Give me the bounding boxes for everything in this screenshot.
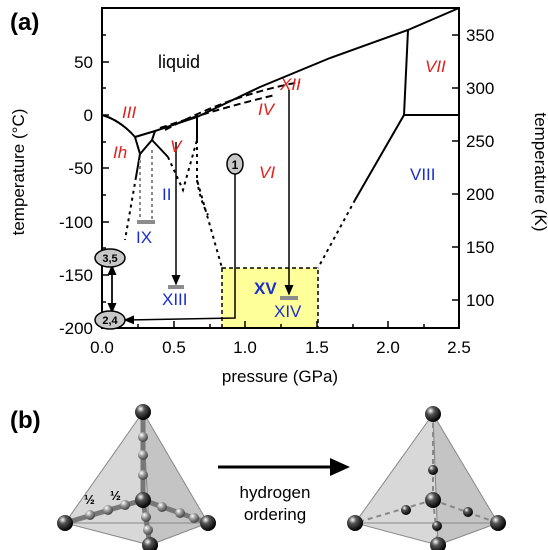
ix-dotted-lines xyxy=(139,150,153,222)
marker-1: 1 xyxy=(226,153,244,175)
right-tick-350: 350 xyxy=(466,26,494,45)
right-y-ticks xyxy=(452,34,459,301)
phase-xiii: XIII xyxy=(162,290,188,309)
half-label-1: ½ xyxy=(84,492,95,507)
phase-boundaries-dashed xyxy=(159,81,301,131)
right-tick-150: 150 xyxy=(466,238,494,257)
x-tick-0: 0.0 xyxy=(90,338,114,357)
panel-b-label: (b) xyxy=(10,407,41,434)
left-tick-m100: -100 xyxy=(59,213,93,232)
left-tick-m150: -150 xyxy=(59,266,93,285)
transformation-arrows xyxy=(107,90,294,325)
left-y-ticks xyxy=(102,34,109,329)
right-tick-300: 300 xyxy=(466,79,494,98)
left-tick-m50: -50 xyxy=(68,159,93,178)
arrow-text-ordering: ordering xyxy=(244,505,306,524)
marker-1-label: 1 xyxy=(232,158,239,172)
ordered-phase-bars xyxy=(137,220,298,300)
phase-iii: III xyxy=(122,103,136,122)
left-tick-50: 50 xyxy=(74,53,93,72)
right-tick-250: 250 xyxy=(466,132,494,151)
phase-ix: IX xyxy=(136,228,152,247)
phase-boundaries-dotted xyxy=(124,139,356,269)
half-label-2: ½ xyxy=(110,488,121,503)
marker-2-4-label: 2,4 xyxy=(102,315,118,327)
phase-xii: XII xyxy=(279,75,301,94)
phase-xiv: XIV xyxy=(274,302,302,321)
left-tick-m200: -200 xyxy=(59,319,93,338)
tetrahedron-disordered: ½ ½ xyxy=(57,404,216,550)
phase-v: V xyxy=(170,137,183,156)
right-tick-200: 200 xyxy=(466,185,494,204)
panel-a-label: (a) xyxy=(10,9,39,36)
left-y-axis-title: temperature (°C) xyxy=(9,109,28,236)
phase-ii: II xyxy=(162,185,171,204)
x-tick-20: 2.0 xyxy=(376,338,400,357)
phase-vi: VI xyxy=(259,163,275,182)
x-tick-05: 0.5 xyxy=(162,338,186,357)
ordering-arrow xyxy=(218,458,350,476)
phase-xv: XV xyxy=(254,279,277,298)
phase-liquid: liquid xyxy=(158,52,200,72)
right-tick-100: 100 xyxy=(466,291,494,310)
arrow-text-hydrogen: hydrogen xyxy=(240,483,311,502)
phase-viii: VIII xyxy=(410,165,436,184)
marker-3-5-label: 3,5 xyxy=(102,253,117,265)
left-tick-0: 0 xyxy=(84,106,93,125)
phase-boundaries-solid xyxy=(101,7,460,201)
phase-vii: VII xyxy=(425,57,446,76)
x-tick-15: 1.5 xyxy=(305,338,329,357)
right-y-axis-title: temperature (K) xyxy=(531,112,548,231)
xv-region xyxy=(221,267,319,329)
tetrahedron-ordered xyxy=(347,406,506,550)
x-tick-25: 2.5 xyxy=(447,338,471,357)
x-axis-title: pressure (GPa) xyxy=(222,367,338,386)
phase-iv: IV xyxy=(258,100,276,119)
marker-3-5: 3,5 xyxy=(94,248,126,268)
marker-2-4: 2,4 xyxy=(94,310,126,330)
x-tick-10: 1.0 xyxy=(233,338,257,357)
phase-ih: Ih xyxy=(113,143,127,162)
